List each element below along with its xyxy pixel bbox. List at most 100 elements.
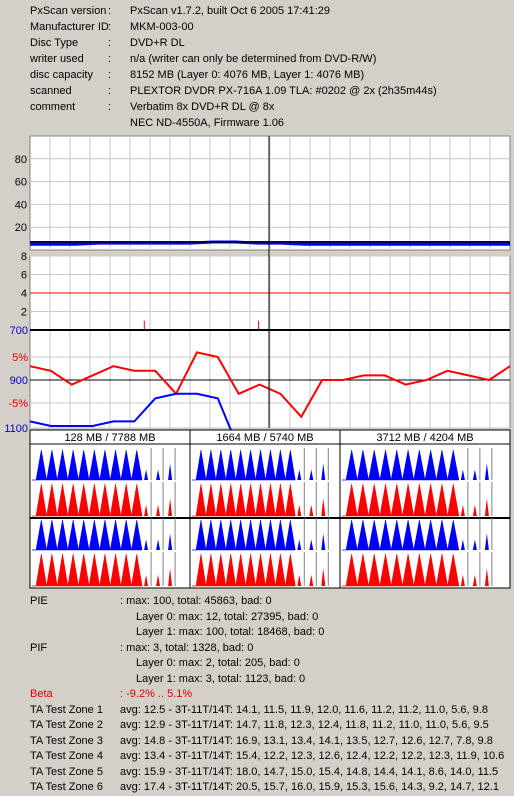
info-key: scanned	[30, 85, 72, 97]
ta-hist-blue-tail	[484, 533, 489, 550]
pif-label: PIF	[30, 641, 48, 654]
beta-tick-label: 700	[10, 325, 28, 337]
ta-hist-blue	[342, 449, 460, 481]
ta-hist-red-tail	[156, 574, 161, 586]
ta-zone-value: avg: 14.8 - 3T-11T/14T: 16.9, 13.1, 13.4…	[120, 734, 493, 747]
ta-hist-red-tail	[297, 504, 302, 516]
pif-tick-label: 6	[21, 270, 27, 282]
ta-hist-red	[32, 553, 143, 587]
info-value: Verbatim 8x DVD+R DL @ 8x	[130, 101, 275, 113]
ta-hist-blue-tail	[460, 539, 465, 550]
ta-hist-blue	[32, 519, 143, 551]
ta-hist-blue-tail	[309, 539, 314, 550]
ta-zone-value: avg: 15.9 - 3T-11T/14T: 18.0, 14.7, 15.0…	[120, 765, 499, 778]
ta-zone-label: TA Test Zone 6	[30, 781, 103, 793]
ta-hist-red	[342, 483, 460, 517]
info-value: PLEXTOR DVDR PX-716A 1.09 TLA: #0202 @ 2…	[130, 85, 437, 97]
pif-total: : max: 3, total: 1328, bad: 0	[120, 641, 254, 654]
info-colon: :	[108, 37, 112, 49]
ta-hist-blue-tail	[297, 469, 302, 480]
info-colon: :	[108, 85, 112, 97]
info-key: Disc Type	[30, 37, 79, 49]
info-colon: :	[108, 69, 112, 81]
ta-hist-blue-tail	[156, 469, 161, 480]
ta-hist-red-tail	[144, 504, 149, 516]
ta-hist-red-tail	[309, 574, 314, 586]
ta-hist-blue-tail	[309, 469, 314, 480]
info-value: NEC ND-4550A, Firmware 1.06	[130, 117, 285, 129]
ta-zone-value: avg: 12.5 - 3T-11T/14T: 14.1, 11.5, 11.9…	[120, 703, 488, 716]
ta-hist-red	[192, 483, 296, 517]
ta-hist-red-tail	[156, 504, 161, 516]
pif-tick-label: 8	[21, 251, 27, 263]
ta-hist-red-tail	[309, 504, 314, 516]
ta-hist-red-tail	[472, 574, 477, 586]
info-value: MKM-003-00	[130, 21, 194, 33]
ta-hist-red-tail	[484, 498, 489, 516]
info-key: disc capacity	[30, 69, 93, 81]
ta-hist-blue-tail	[156, 539, 161, 550]
pie-tick-label: 60	[15, 177, 27, 189]
plot-area: 20 40 60 80 2 4 6 8 700 5% 900 -5% 1100 128 MB / 7788…	[0, 130, 514, 592]
ta-hist-blue-tail	[484, 463, 489, 480]
ta-zone-label: TA Test Zone 4	[30, 750, 103, 762]
ta-hist-blue-tail	[168, 533, 173, 550]
pie-tick-label: 20	[15, 222, 27, 234]
beta-tick-label: -5%	[8, 398, 28, 410]
info-colon: :	[108, 5, 112, 17]
beta-label: Beta	[30, 688, 53, 700]
ta-zone-value: avg: 17.4 - 3T-11T/14T: 20.5, 15.7, 16.0…	[120, 781, 499, 793]
ta-hist-blue-tail	[472, 539, 477, 550]
info-value: DVD+R DL	[130, 37, 185, 49]
pif-layer1: Layer 1: max: 3, total: 1123, bad: 0	[136, 672, 306, 685]
info-colon: :	[108, 101, 112, 113]
info-key: writer used	[30, 53, 84, 65]
pie-tick-label: 80	[15, 154, 27, 166]
ta-hist-red-tail	[321, 568, 326, 586]
info-key: PxScan version	[30, 5, 107, 17]
ta-hist-red-tail	[460, 504, 465, 516]
ta-hist-blue	[192, 519, 296, 551]
beta-tick-label: 5%	[12, 352, 28, 364]
ta-hist-red	[342, 553, 460, 587]
ta-zone-label: TA Test Zone 3	[30, 734, 103, 747]
ta-hist-blue-tail	[472, 469, 477, 480]
beta-series-line	[29, 351, 511, 419]
scan-info-panel: PxScan version: PxScan v1.7.2, built Oct …	[0, 0, 514, 130]
info-value: 8152 MB (Layer 0: 4076 MB, Layer 1: 4076…	[130, 69, 365, 81]
ta-hist-blue-tail	[168, 463, 173, 480]
ta-header: 3712 MB / 4204 MB	[376, 432, 473, 444]
pie-series-line	[30, 240, 510, 246]
ta-zone-label: TA Test Zone 5	[30, 765, 103, 778]
ta-hist-red-tail	[472, 504, 477, 516]
ta-zone-value: avg: 12.9 - 3T-11T/14T: 14.7, 11.8, 12.3…	[120, 719, 489, 731]
info-colon: :	[108, 53, 112, 65]
ta-hist-blue-tail	[321, 463, 326, 480]
ta-hist-red	[32, 483, 143, 517]
info-colon: :	[108, 21, 112, 33]
pif-layer0: Layer 0: max: 2, total: 205, bad: 0	[136, 657, 300, 669]
info-value: n/a (writer can only be determined from …	[130, 53, 377, 65]
pie-layer1: Layer 1: max: 100, total: 18468, bad: 0	[136, 626, 325, 638]
pie-total: : max: 100, total: 45863, bad: 0	[120, 595, 272, 607]
ta-hist-blue	[32, 449, 143, 481]
ta-zone-value: avg: 13.4 - 3T-11T/14T: 15.4, 12.2, 12.3…	[120, 750, 505, 762]
ta-hist-red-tail	[321, 498, 326, 516]
ta-hist-blue-tail	[144, 469, 149, 480]
beta-tick-label: 900	[10, 375, 28, 387]
ta-hist-red-tail	[168, 568, 173, 586]
info-key: comment	[30, 101, 76, 113]
ta-zone-label: TA Test Zone 2	[30, 719, 103, 731]
ta-header: 128 MB / 7788 MB	[64, 432, 155, 444]
ta-hist-red	[192, 553, 296, 587]
beta-value: : -9.2% .. 5.1%	[120, 688, 193, 700]
pie-tick-label: 40	[15, 199, 27, 211]
ta-hist-red-tail	[168, 498, 173, 516]
ta-hist-red-tail	[144, 574, 149, 586]
ta-hist-red-tail	[460, 574, 465, 586]
beta-tick-label: 1100	[4, 423, 28, 435]
info-key: Manufacturer ID	[30, 21, 109, 33]
ta-zone-label: TA Test Zone 1	[30, 703, 103, 716]
charts-svg: 20 40 60 80 2 4 6 8 700 5% 900 -5% 1100 128 MB / 7788…	[4, 135, 511, 589]
ta-hist-blue-tail	[144, 539, 149, 550]
